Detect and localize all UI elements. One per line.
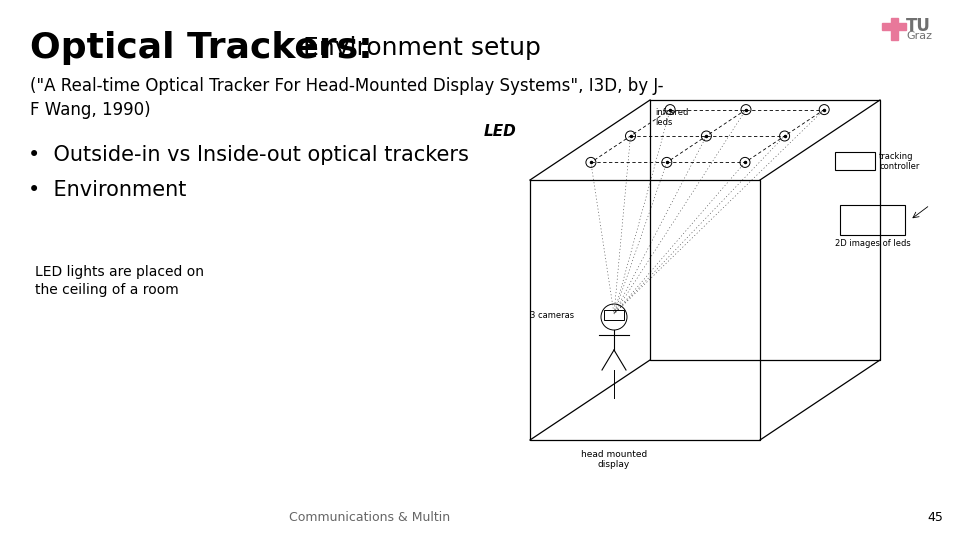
Text: Graz: Graz: [906, 31, 932, 41]
Text: LED lights are placed on
the ceiling of a room: LED lights are placed on the ceiling of …: [35, 265, 204, 298]
Text: 2D images of leds: 2D images of leds: [834, 239, 910, 248]
Text: Optical Trackers:: Optical Trackers:: [30, 31, 372, 65]
Text: 3 cameras: 3 cameras: [530, 310, 574, 320]
Bar: [891, 18, 898, 40]
Text: Environment setup: Environment setup: [295, 36, 540, 60]
Text: 45: 45: [927, 511, 943, 524]
Text: TU: TU: [906, 17, 931, 35]
Text: LED: LED: [484, 124, 516, 138]
Bar: [604, 310, 624, 320]
Text: infrared
leds: infrared leds: [655, 108, 688, 127]
Bar: [835, 152, 875, 170]
Text: Communications & Multin: Communications & Multin: [289, 511, 450, 524]
Bar: [840, 205, 905, 235]
Text: head mounted
display: head mounted display: [581, 450, 647, 469]
Bar: [882, 23, 906, 30]
Text: tracking
controller: tracking controller: [879, 152, 920, 171]
Text: •  Environment: • Environment: [28, 180, 186, 200]
Text: •  Outside-in vs Inside-out optical trackers: • Outside-in vs Inside-out optical track…: [28, 145, 468, 165]
Text: ("A Real-time Optical Tracker For Head-Mounted Display Systems", I3D, by J-
F Wa: ("A Real-time Optical Tracker For Head-M…: [30, 77, 663, 119]
